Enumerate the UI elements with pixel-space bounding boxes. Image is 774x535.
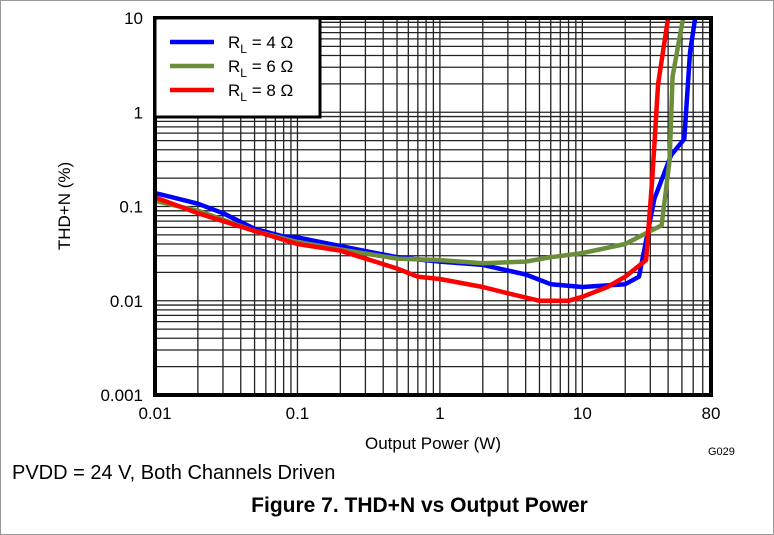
figure-caption: Figure 7. THD+N vs Output Power <box>251 494 588 517</box>
x-axis-label: Output Power (W) <box>365 434 501 453</box>
test-conditions: PVDD = 24 V, Both Channels Driven <box>12 462 336 484</box>
y-tick-label: 0.1 <box>119 198 143 217</box>
legend: RL = 4 ΩRL = 6 ΩRL = 8 Ω <box>153 16 322 119</box>
legend-label-0: RL = 4 Ω <box>228 33 293 56</box>
grid <box>155 18 711 395</box>
y-tick-label: 0.001 <box>100 386 143 405</box>
y-tick-label: 0.01 <box>110 292 143 311</box>
y-tick-label: 10 <box>124 9 143 28</box>
x-tick-label: 1 <box>435 404 444 423</box>
x-tick-label: 80 <box>702 404 721 423</box>
x-tick-label: 0.1 <box>286 404 310 423</box>
curves <box>154 17 698 304</box>
x-tick-label: 10 <box>573 404 592 423</box>
figure-id: G029 <box>708 446 735 458</box>
x-tick-label: 0.01 <box>138 404 171 423</box>
series-line-2 <box>154 17 671 304</box>
y-tick-label: 1 <box>134 103 143 122</box>
legend-label-1: RL = 6 Ω <box>228 57 293 80</box>
legend-label-2: RL = 8 Ω <box>228 81 293 104</box>
plot-frame <box>153 16 713 397</box>
y-axis-label: THD+N (%) <box>55 162 74 250</box>
